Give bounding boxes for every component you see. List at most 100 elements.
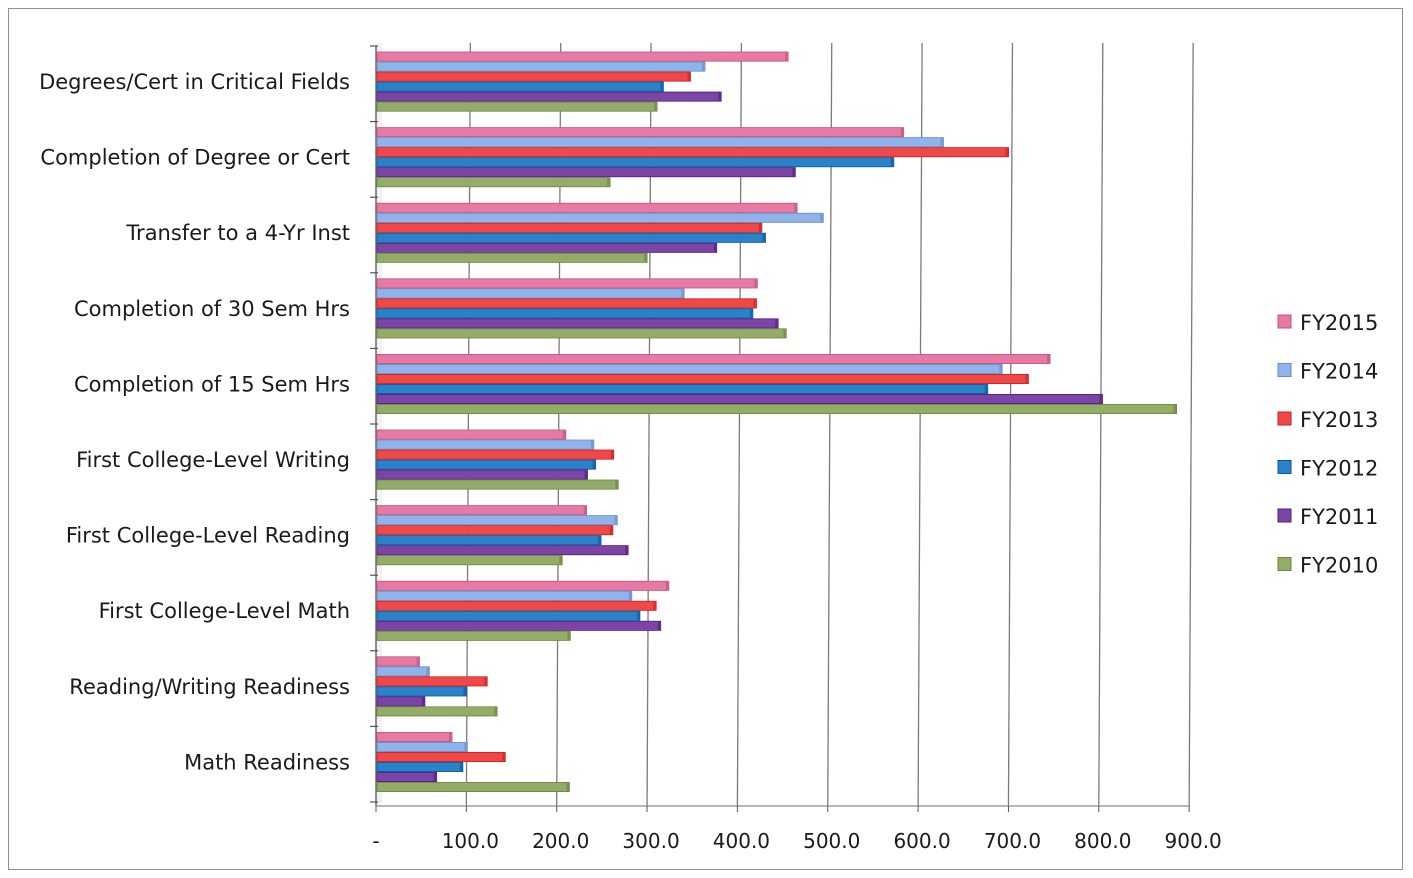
bar-fy2010-first-college-level-math — [376, 630, 571, 641]
bar-cap — [567, 631, 571, 641]
bar-cap — [718, 92, 722, 102]
gridline-800 — [1098, 42, 1104, 807]
bar-fy2015-reading-writing-readiness — [376, 656, 420, 667]
category-label: Degrees/Cert in Critical Fields — [39, 70, 350, 94]
bar-fy2010-reading-writing-readiness — [376, 706, 498, 717]
bar-cap — [636, 611, 640, 621]
category-label: Completion of Degree or Cert — [40, 146, 350, 170]
legend-swatch-fy2013 — [1277, 411, 1292, 426]
bar-fy2015-completion-of-15-sem-hrs — [376, 353, 1051, 364]
legend-label-fy2013: FY2013 — [1300, 408, 1378, 432]
bar-fy2014-first-college-level-writing — [376, 439, 595, 450]
legend-swatch-fy2014 — [1277, 363, 1292, 377]
bar-fy2014-transfer-to-a-4-yr-inst — [376, 212, 824, 223]
bar-fy2011-completion-of-15-sem-hrs — [376, 393, 1103, 404]
bar-fy2010-completion-of-30-sem-hrs — [376, 328, 787, 339]
bar-cap — [783, 328, 787, 338]
bar-fy2013-first-college-level-writing — [376, 449, 615, 460]
x-tick-label: 200.0 — [532, 829, 589, 853]
bar-cap — [775, 318, 779, 328]
bar-fy2014-completion-of-15-sem-hrs — [376, 363, 1003, 374]
bar-fy2013-first-college-level-reading — [376, 525, 614, 536]
bar-fy2015-completion-of-degree-or-cert — [376, 127, 905, 138]
bar-fy2011-first-college-level-math — [376, 620, 662, 631]
bar-fy2014-degrees-cert-in-critical-fields — [376, 61, 706, 72]
x-tick-label: 400.0 — [713, 829, 770, 853]
bar-cap — [785, 52, 789, 62]
bar-fy2011-first-college-level-writing — [376, 469, 588, 480]
bar-cap — [625, 545, 629, 555]
bar-cap — [999, 364, 1003, 374]
bar-cap — [562, 430, 566, 440]
bar-cap — [820, 213, 824, 223]
bar-fy2011-degrees-cert-in-critical-fields — [376, 91, 722, 102]
bar-fy2012-completion-of-15-sem-hrs — [376, 383, 989, 394]
bar-fy2010-math-readiness — [376, 782, 570, 793]
bar-cap — [628, 591, 632, 601]
category-label: Math Readiness — [184, 750, 350, 774]
bar-cap — [758, 223, 762, 233]
bar-cap — [459, 762, 463, 772]
bar-cap — [1173, 404, 1177, 414]
bar-fy2011-completion-of-30-sem-hrs — [376, 318, 779, 329]
bar-cap — [654, 102, 658, 112]
bar-fy2013-math-readiness — [376, 752, 506, 763]
bar-fy2015-degrees-cert-in-critical-fields — [376, 51, 789, 62]
bar-cap — [1025, 374, 1029, 384]
x-tick-label: 500.0 — [803, 829, 860, 853]
bar-cap — [598, 535, 602, 545]
bar-fy2015-first-college-level-math — [376, 580, 670, 591]
bar-fy2015-transfer-to-a-4-yr-inst — [376, 202, 798, 213]
category-label: First College-Level Writing — [76, 448, 350, 472]
bar-cap — [463, 686, 467, 696]
bar-cap — [713, 243, 717, 253]
bar-cap — [900, 127, 904, 137]
bar-fy2015-math-readiness — [376, 732, 453, 743]
legend-label-fy2012: FY2012 — [1300, 457, 1378, 481]
bar-fy2013-completion-of-30-sem-hrs — [376, 298, 757, 309]
category-label: Completion of 30 Sem Hrs — [74, 297, 350, 321]
bar-cap — [426, 666, 430, 676]
bar-cap — [592, 460, 596, 470]
bar-fy2012-completion-of-degree-or-cert — [376, 157, 895, 168]
bar-fy2013-completion-of-degree-or-cert — [376, 147, 1009, 158]
x-tick-label: 100.0 — [442, 829, 499, 853]
bar-cap — [566, 782, 570, 792]
bar-fy2012-math-readiness — [376, 762, 464, 773]
bar-fy2011-transfer-to-a-4-yr-inst — [376, 242, 718, 253]
x-tick-label: 600.0 — [893, 829, 950, 853]
bar-cap — [609, 525, 613, 535]
bar-cap — [502, 752, 506, 762]
legend-swatch-fy2015 — [1277, 314, 1292, 329]
bar-fy2010-degrees-cert-in-critical-fields — [376, 101, 658, 112]
bar-fy2013-first-college-level-math — [376, 600, 657, 611]
legend-label-fy2011: FY2011 — [1300, 505, 1378, 529]
bar-fy2013-reading-writing-readiness — [376, 676, 488, 687]
bar-cap — [584, 470, 588, 480]
bar-cap — [610, 450, 614, 460]
legend-swatch-fy2012 — [1277, 460, 1292, 474]
bar-fy2015-completion-of-30-sem-hrs — [376, 278, 758, 289]
bar-cap — [421, 696, 425, 706]
x-tick-label: 300.0 — [622, 829, 679, 853]
gridline-500 — [827, 42, 833, 807]
bar-cap — [984, 384, 988, 394]
bar-fy2014-reading-writing-readiness — [376, 666, 430, 677]
bar-cap — [701, 62, 705, 72]
bar-cap — [1099, 394, 1103, 404]
bar-fy2012-first-college-level-math — [376, 610, 641, 621]
bar-fy2010-completion-of-15-sem-hrs — [376, 403, 1177, 414]
bar-fy2014-math-readiness — [376, 742, 468, 753]
bar-cap — [494, 706, 498, 716]
bar-fy2012-degrees-cert-in-critical-fields — [376, 81, 664, 92]
bar-cap — [687, 72, 691, 82]
legend-label-fy2015: FY2015 — [1300, 311, 1378, 335]
bar-cap — [615, 480, 619, 490]
bar-cap — [749, 308, 753, 318]
bar-cap — [448, 732, 452, 742]
category-label: Completion of 15 Sem Hrs — [74, 372, 350, 396]
bar-fy2012-completion-of-30-sem-hrs — [376, 308, 754, 319]
bar-cap — [890, 157, 894, 167]
bar-cap — [590, 440, 594, 450]
